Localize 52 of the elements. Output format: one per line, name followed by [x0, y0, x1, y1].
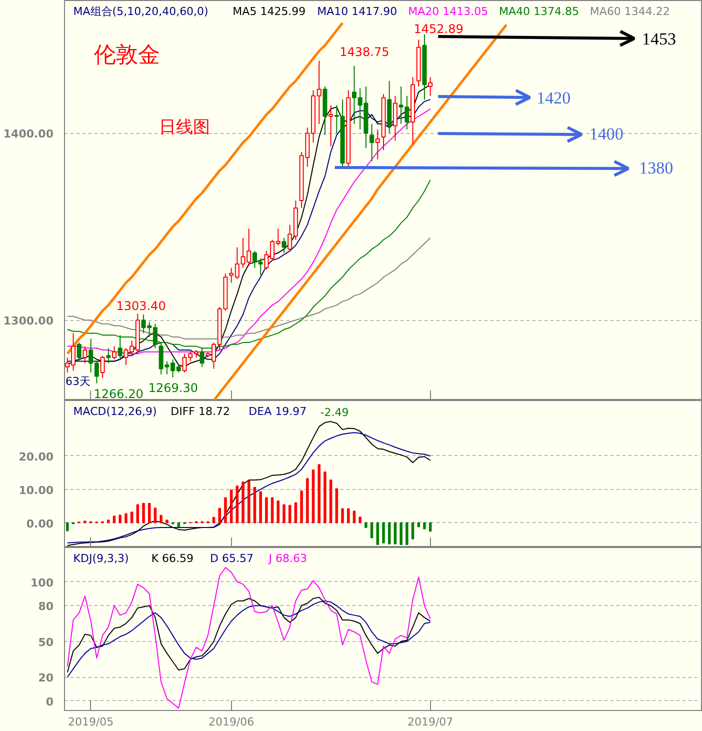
candlestick — [106, 348, 111, 364]
annotation: 1420 — [536, 88, 571, 108]
annotation: 1266.20 — [94, 387, 144, 401]
annotation: 1400 — [589, 124, 624, 144]
text: DIFF 18.72 — [170, 405, 230, 418]
legend-title: MA组合(5,10,20,40,60,0) — [73, 5, 208, 18]
annotation: 1380 — [639, 158, 674, 178]
candlestick — [282, 237, 286, 254]
annotation: 伦敦金 — [94, 43, 160, 68]
y-tick-label: 20 — [38, 672, 54, 685]
candlestick — [392, 95, 398, 142]
y-tick-label: 1300.00 — [3, 314, 54, 328]
y-tick-label: 80 — [38, 600, 54, 614]
annotation: 1303.40 — [116, 299, 166, 313]
text: MA60 1344.22 — [590, 5, 670, 18]
x-tick-label: 2019/07 — [407, 716, 454, 728]
y-tick-label: 20.00 — [18, 450, 54, 464]
y-tick-label: 50 — [38, 636, 54, 649]
text: DEA 19.97 — [248, 405, 307, 418]
candlestick — [76, 342, 82, 362]
annotation: 1269.30 — [148, 381, 198, 395]
text: K 66.59 — [151, 552, 194, 565]
annotation: 日线图 — [159, 118, 210, 138]
candlestick — [370, 123, 374, 162]
text: -2.49 — [320, 406, 349, 419]
legend-title: MACD(12,26,9) — [73, 405, 157, 418]
x-tick-label: 2019/05 — [68, 716, 114, 728]
series-label: J 68.63 — [268, 552, 308, 565]
candlestick — [428, 76, 433, 96]
line-series — [66, 567, 431, 709]
text: MA5 1425.99 — [232, 5, 306, 18]
candlestick — [328, 104, 334, 147]
annotation: 1438.75 — [340, 45, 390, 59]
y-tick-label: 100 — [30, 576, 54, 590]
legend-title: KDJ(9,3,3) — [73, 552, 129, 565]
y-tick-label: 1400.00 — [3, 128, 54, 141]
annotation: 1453 — [642, 30, 676, 48]
candlestick — [112, 346, 117, 360]
y-tick-label: 10.00 — [18, 484, 54, 497]
x-tick-label: 2019/06 — [208, 716, 254, 728]
line-series — [212, 24, 508, 400]
candlestick — [82, 346, 88, 364]
text: MA40 1374.85 — [499, 5, 580, 18]
annotation: 63天 — [65, 375, 90, 388]
text: D 65.57 — [210, 552, 254, 565]
text: MA10 1417.90 — [317, 5, 398, 18]
annotation: 1452.89 — [414, 22, 464, 36]
candlestick — [375, 128, 380, 160]
candlestick — [100, 355, 105, 379]
y-tick-label: 0 — [46, 695, 54, 708]
y-tick-label: 0.00 — [26, 517, 54, 530]
text: MA20 1413.05 — [408, 5, 488, 18]
